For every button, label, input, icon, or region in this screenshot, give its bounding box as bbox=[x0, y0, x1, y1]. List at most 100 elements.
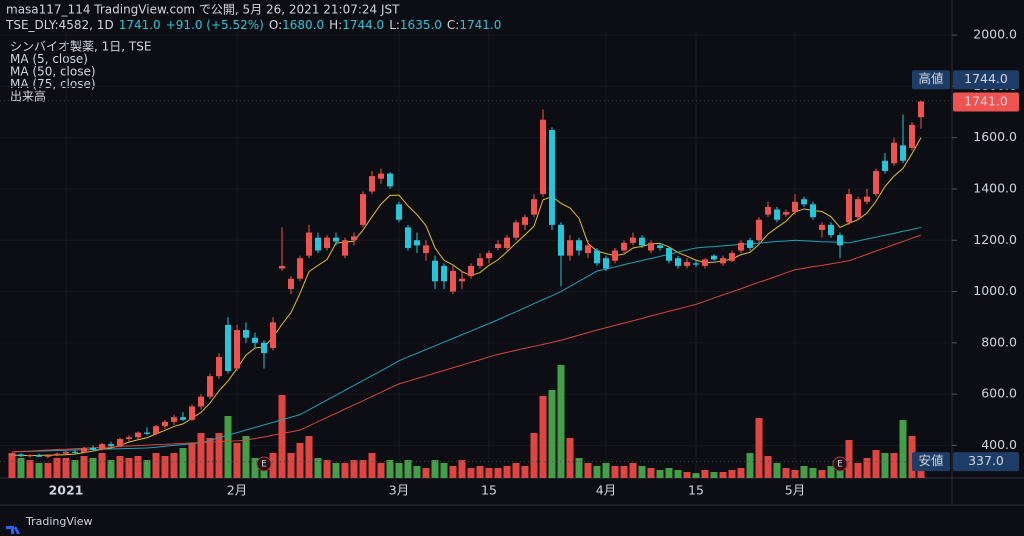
candle-body bbox=[918, 101, 924, 118]
candle-body bbox=[531, 199, 537, 215]
candle-body bbox=[279, 265, 285, 269]
volume-bar bbox=[80, 456, 88, 478]
volume-bar bbox=[323, 460, 331, 478]
volume-bar bbox=[368, 453, 376, 478]
x-tick-label: 2月 bbox=[227, 483, 247, 498]
candle-body bbox=[432, 260, 438, 282]
candle-body bbox=[648, 242, 654, 251]
volume-bar bbox=[287, 453, 295, 478]
candle-body bbox=[486, 253, 492, 259]
volume-bar bbox=[341, 463, 349, 478]
volume-bar bbox=[431, 460, 439, 478]
candle-body bbox=[873, 171, 879, 195]
candle-body bbox=[495, 244, 501, 248]
volume-bar bbox=[305, 436, 313, 478]
volume-bar bbox=[737, 468, 745, 478]
volume-bar bbox=[359, 460, 367, 478]
candle-body bbox=[558, 224, 564, 256]
y-tick-label: 1400.0 bbox=[973, 180, 1017, 195]
candle-body bbox=[18, 454, 24, 457]
legend-item: MA (75, close) bbox=[10, 77, 96, 91]
candle-body bbox=[81, 447, 87, 453]
volume-bar bbox=[8, 453, 16, 478]
candle-body bbox=[513, 222, 519, 238]
symbol-line: TSE_DLY:4582, 1D 1741.0 +91.0 (+5.52%) O:16… bbox=[5, 18, 501, 32]
candle-body bbox=[783, 212, 789, 215]
last: 1741.0 bbox=[119, 18, 161, 32]
candle-body bbox=[576, 240, 582, 251]
candle-body bbox=[99, 444, 105, 450]
volume-bar bbox=[278, 395, 286, 478]
x-tick-label: 4月 bbox=[596, 483, 616, 498]
candle-body bbox=[702, 259, 708, 266]
volume-bar bbox=[242, 436, 250, 478]
volume-bar bbox=[161, 456, 169, 478]
candle-body bbox=[450, 271, 456, 292]
candle-body bbox=[666, 247, 672, 261]
volume-bar bbox=[26, 460, 34, 478]
high-value: 1744.0 bbox=[964, 71, 1008, 86]
candle-body bbox=[675, 258, 681, 266]
candle-body bbox=[738, 242, 744, 251]
volume-bar bbox=[881, 453, 889, 478]
x-tick-label: 15 bbox=[688, 483, 704, 498]
volume-bar bbox=[728, 470, 736, 478]
volume-bar bbox=[719, 472, 727, 478]
last-value: 1741.0 bbox=[964, 94, 1008, 109]
ohlc-key: H: bbox=[329, 18, 342, 32]
candle-body bbox=[243, 330, 249, 338]
low-value: 337.0 bbox=[968, 453, 1004, 468]
volume-bar bbox=[116, 456, 124, 478]
candle-body bbox=[270, 322, 276, 348]
volume-bar bbox=[449, 466, 457, 478]
candle-body bbox=[567, 240, 573, 256]
candle-body bbox=[54, 453, 60, 456]
volume-bar bbox=[773, 463, 781, 478]
candle-body bbox=[864, 196, 870, 202]
volume-bar bbox=[89, 458, 97, 478]
volume-bar bbox=[890, 453, 898, 478]
ohlc-key: C: bbox=[447, 18, 459, 32]
volume-bar bbox=[638, 466, 646, 478]
volume-bar bbox=[692, 473, 700, 478]
x-tick-label: 3月 bbox=[389, 483, 409, 498]
volume-bar bbox=[395, 463, 403, 478]
volume-bar bbox=[539, 396, 547, 478]
candle-body bbox=[900, 145, 906, 161]
volume-bar bbox=[791, 470, 799, 478]
volume-bar bbox=[899, 420, 907, 478]
candle-body bbox=[108, 444, 114, 446]
event-marker bbox=[832, 456, 848, 472]
candle-body bbox=[225, 324, 231, 372]
volume-bar bbox=[404, 460, 412, 478]
volume-bar bbox=[746, 453, 754, 478]
volume-bar bbox=[557, 365, 565, 478]
candle-body bbox=[540, 119, 546, 195]
volume-bar bbox=[575, 458, 583, 478]
candle-body bbox=[882, 160, 888, 172]
candle-body bbox=[27, 455, 33, 457]
candle-body bbox=[522, 217, 528, 225]
event-label: E bbox=[837, 460, 843, 470]
volume-bar bbox=[602, 463, 610, 478]
volume-bar bbox=[845, 440, 853, 478]
candle-body bbox=[711, 255, 717, 260]
candle-body bbox=[747, 240, 753, 248]
candle-body bbox=[171, 417, 177, 422]
y-tick-label: 1600.0 bbox=[973, 129, 1017, 144]
candle-body bbox=[261, 342, 267, 354]
ohlc-key: L: bbox=[389, 18, 400, 32]
y-tick-label: 400.0 bbox=[981, 437, 1017, 452]
volume-bar bbox=[314, 458, 322, 478]
candle-body bbox=[729, 253, 735, 261]
candle-body bbox=[792, 201, 798, 213]
candle-body bbox=[441, 265, 447, 282]
change: +91.0 (+5.52%) bbox=[166, 18, 264, 32]
candle-body bbox=[135, 432, 141, 438]
ohlc-key: O: bbox=[269, 18, 282, 32]
candle-body bbox=[468, 265, 474, 277]
candle-body bbox=[198, 396, 204, 407]
candle-body bbox=[423, 245, 429, 254]
volume-bar bbox=[143, 460, 151, 478]
